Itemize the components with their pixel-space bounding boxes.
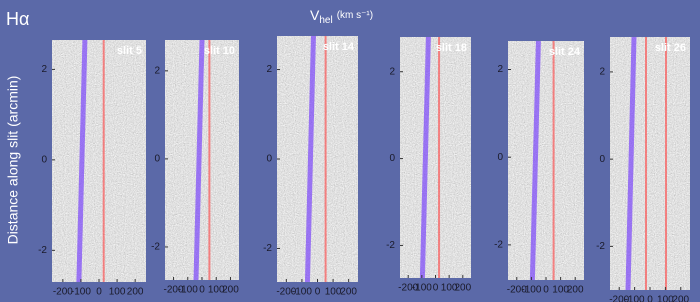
y-tick-label: -2 — [386, 240, 395, 251]
x-tick-label: 100 — [325, 287, 342, 298]
x-tick-label: 200 — [222, 285, 239, 296]
x-axis-label: Vhel (km s⁻¹) — [310, 7, 373, 26]
panel-image — [610, 37, 690, 290]
x-tick-label: 200 — [567, 285, 584, 296]
emission-streak — [419, 36, 431, 279]
x-tick-label: -100 — [292, 287, 312, 298]
x-tick-label: -200 — [164, 285, 184, 296]
x-label-sub: hel — [319, 15, 332, 26]
y-tick-label: 2 — [599, 67, 605, 78]
x-tick-label: -100 — [71, 287, 91, 298]
y-tick-label: 0 — [154, 154, 160, 165]
panel-image — [508, 41, 584, 280]
y-tick-label: -2 — [494, 240, 503, 251]
x-tick-label: 0 — [543, 285, 549, 296]
panel-title: slit 5 — [117, 45, 142, 57]
x-tick-label: 200 — [340, 287, 357, 298]
y-tick-label: 2 — [497, 64, 503, 75]
emission-streak — [625, 36, 637, 291]
x-tick-label: 200 — [672, 295, 689, 302]
panel-title: slit 24 — [549, 46, 581, 58]
panel-title: slit 14 — [323, 41, 355, 53]
x-tick-label: 100 — [552, 285, 569, 296]
y-tick-label: 0 — [497, 152, 503, 163]
figure-label: Hα — [6, 9, 29, 29]
y-tick-label: 0 — [266, 154, 272, 165]
x-tick-label: -200 — [276, 287, 296, 298]
x-tick-label: 100 — [657, 295, 674, 302]
x-tick-label: -200 — [53, 287, 73, 298]
x-tick-label: -100 — [178, 285, 198, 296]
y-tick-label: -2 — [596, 241, 605, 252]
x-tick-label: 100 — [109, 287, 126, 298]
x-tick-label: 200 — [454, 283, 471, 294]
y-tick-label: 2 — [389, 66, 395, 77]
x-tick-label: -200 — [398, 283, 418, 294]
emission-streak — [76, 39, 88, 283]
x-tick-label: 0 — [647, 295, 653, 302]
x-tick-label: 100 — [208, 285, 225, 296]
y-tick-label: 2 — [41, 64, 47, 75]
y-tick-label: 2 — [154, 65, 160, 76]
y-tick-label: -2 — [263, 243, 272, 254]
panel-image — [277, 36, 358, 282]
x-tick-label: 100 — [441, 283, 458, 294]
panel-title: slit 10 — [204, 45, 235, 57]
x-tick-label: 0 — [433, 283, 439, 294]
x-tick-label: -100 — [412, 283, 432, 294]
x-label-main: V — [310, 7, 320, 23]
x-tick-label: -200 — [609, 295, 629, 302]
y-axis-label: Distance along slit (arcmin) — [5, 76, 21, 245]
x-tick-label: -100 — [521, 285, 541, 296]
x-label-unit: (km s⁻¹) — [337, 10, 373, 21]
x-tick-label: 0 — [315, 287, 321, 298]
x-tick-label: -200 — [507, 285, 527, 296]
emission-streak — [304, 35, 316, 283]
y-tick-label: 0 — [41, 155, 47, 166]
x-tick-label: 200 — [127, 287, 144, 298]
x-tick-label: 0 — [96, 287, 102, 298]
y-tick-label: -2 — [38, 245, 47, 256]
y-tick-label: 0 — [599, 154, 605, 165]
emission-streak — [529, 40, 541, 281]
panel: slit 5 -200-100 0 100 200 2 0 -2 — [38, 39, 146, 298]
y-tick-label: 0 — [389, 153, 395, 164]
emission-streak — [193, 39, 205, 281]
y-tick-label: 2 — [266, 64, 272, 75]
panel-title: slit 18 — [436, 42, 467, 54]
x-tick-label: 0 — [199, 285, 205, 296]
panel-image — [52, 40, 146, 282]
x-tick-label: -100 — [625, 295, 645, 302]
y-tick-label: -2 — [151, 242, 160, 253]
panel-image — [400, 37, 471, 278]
panel-title: slit 26 — [655, 42, 686, 54]
